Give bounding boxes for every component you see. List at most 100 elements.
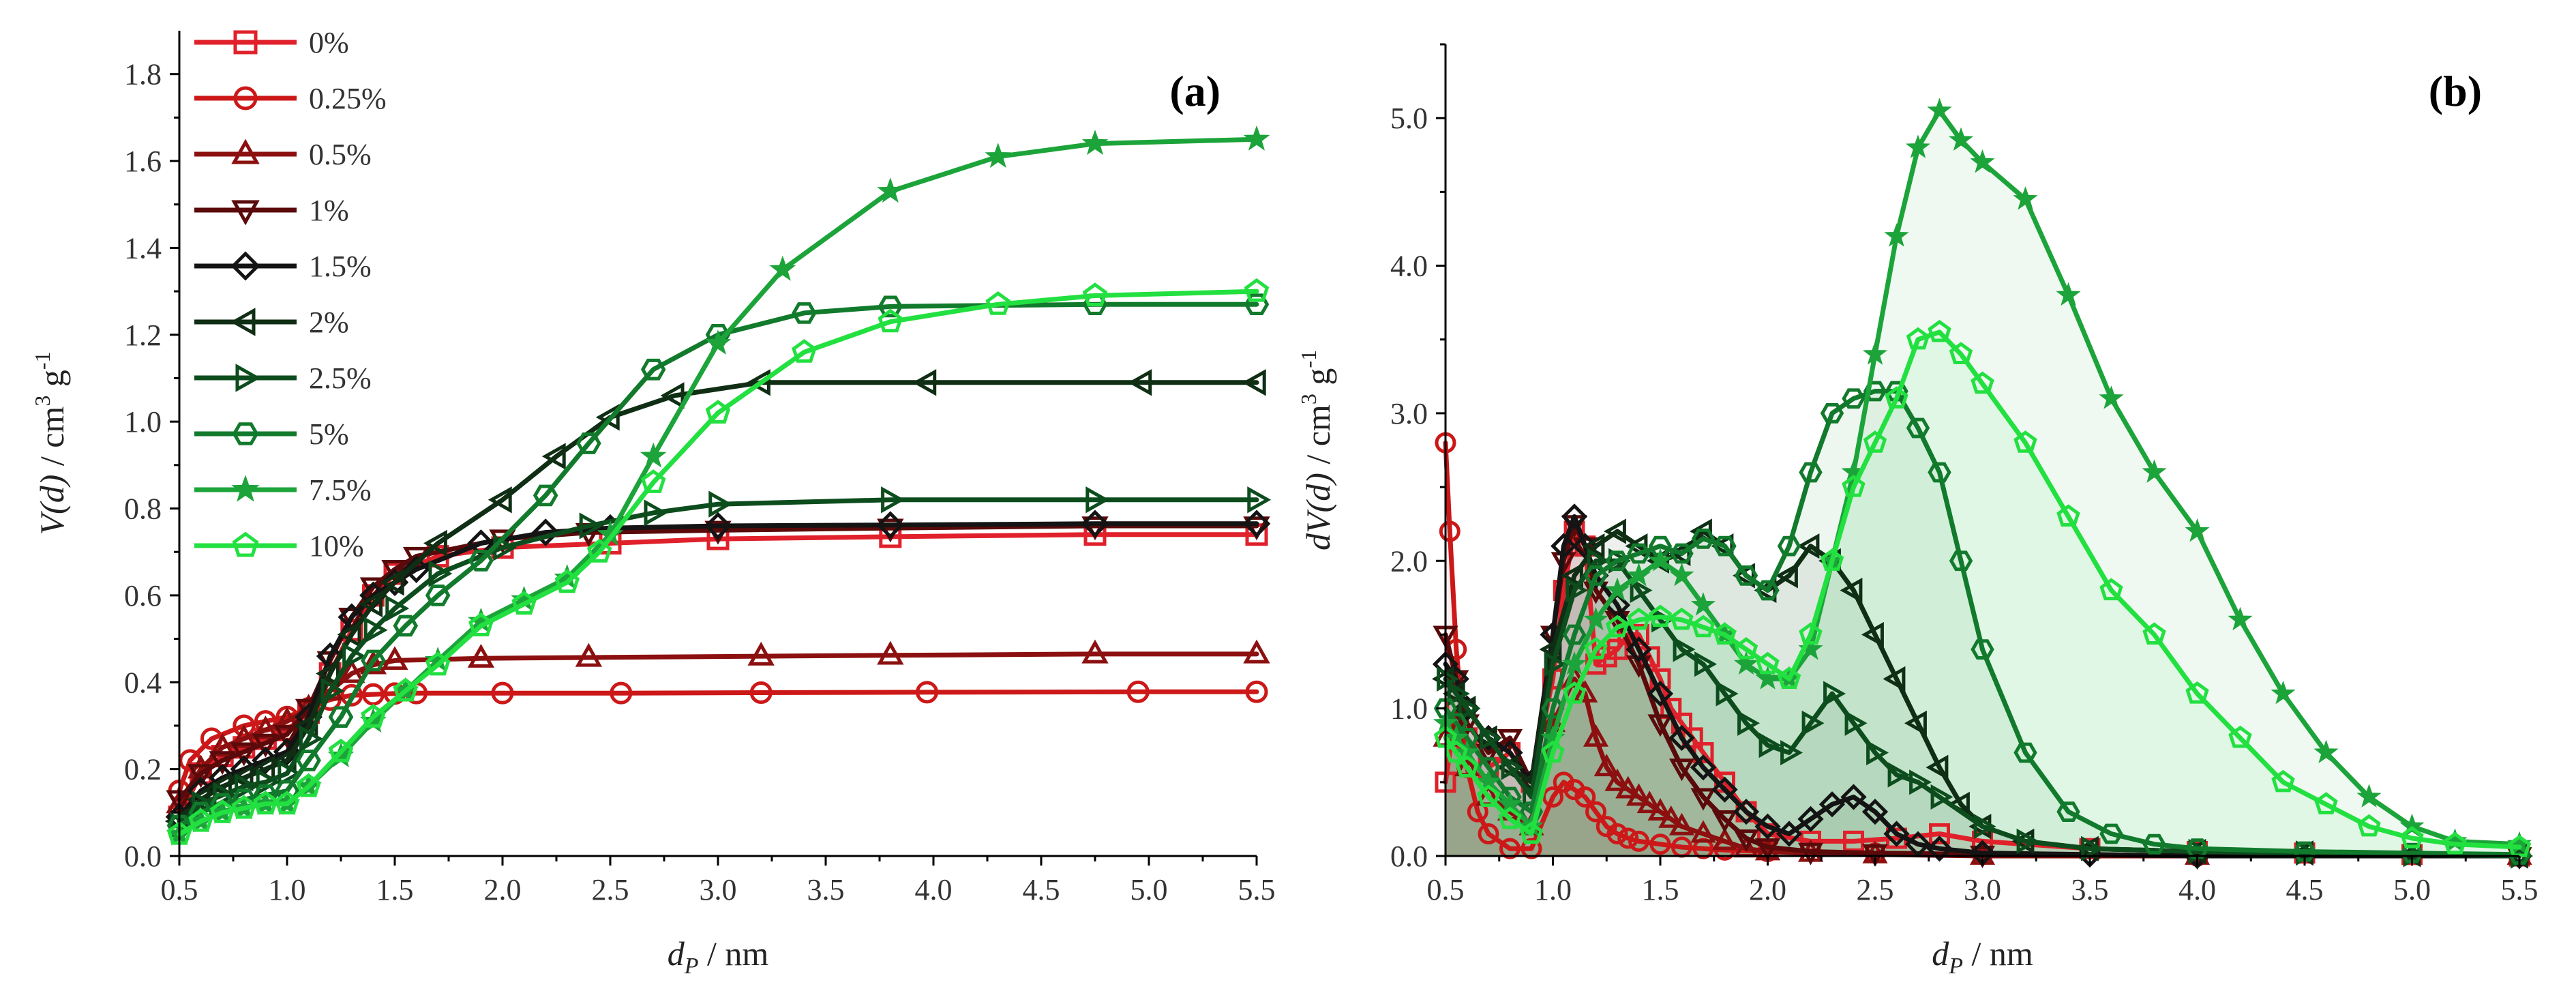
data-point [1756,651,1780,675]
data-point [1734,565,1758,586]
series-line-2pct [177,380,1259,824]
x-tick-label: 1.0 [269,873,306,906]
data-point [252,715,280,740]
data-point [209,751,236,776]
data-point [1862,844,1888,867]
data-point [1606,823,1628,845]
data-point [491,681,514,705]
x-tick-label: 4.5 [1023,873,1060,906]
data-point [1437,666,1460,692]
x-tick-label: 5.0 [1130,873,1168,906]
x-tick-label: 4.0 [2178,873,2216,906]
data-point [1544,651,1567,677]
data-point [1777,535,1801,557]
data-point [1566,577,1589,604]
data-point [402,555,430,584]
data-point [1799,462,1823,483]
data-point [1647,548,1673,572]
data-point [278,760,302,787]
data-point [359,650,387,675]
data-point [1604,577,1630,601]
data-point [1244,293,1270,316]
data-point [1801,710,1825,736]
data-point [1862,341,1888,365]
data-point [1593,754,1619,777]
legend-marker [232,422,259,445]
y-tick-label: 1.0 [1390,692,1428,726]
legend-item-10pct: 10% [194,529,364,563]
data-point [2185,681,2209,704]
data-point [644,499,668,527]
data-point [1476,784,1501,808]
data-point [1574,786,1596,808]
data-point [2142,622,2166,645]
x-tick-label: 4.5 [2286,873,2324,906]
data-point [660,382,685,409]
x-axis-title: dP / nm [1932,934,2033,979]
data-point [1085,486,1110,514]
data-point [640,358,666,381]
data-point [575,643,603,667]
data-point [2185,838,2209,859]
data-point [1243,125,1270,151]
data-point [1669,562,1694,587]
data-point [1691,528,1716,549]
data-point [1498,806,1522,829]
legend-marker [233,30,258,55]
data-point [213,782,237,809]
data-point [1776,821,1803,847]
data-point [2081,836,2104,861]
data-point [1754,813,1781,840]
data-point [1447,681,1470,707]
data-point [1444,740,1468,763]
x-tick-label: 3.5 [2071,873,2109,906]
data-point [2399,813,2425,838]
series-0_5pct [166,639,1270,814]
data-point [1711,827,1738,851]
data-point [1711,533,1734,559]
data-point [468,612,494,636]
series-0_25pct [168,680,1268,802]
data-point [747,369,770,396]
legend-marker [235,364,261,392]
data-point [1081,639,1109,664]
data-point [1245,680,1268,703]
data-point [1863,430,1887,453]
data-point [229,764,254,792]
data-point [640,442,667,468]
legend-label: 1% [309,194,349,227]
data-point [1519,821,1544,844]
data-point [1797,533,1820,559]
x-tick-label: 2.0 [484,873,522,906]
data-point [1242,510,1271,538]
data-point [361,649,386,672]
data-point [1584,637,1608,660]
data-point [320,677,345,705]
data-point [1818,791,1846,818]
data-point [1883,666,1906,692]
legend-label: 0.5% [309,138,372,171]
y-ticks: 0.0 0.2 0.4 0.6 0.8 1.0 1.2 1.4 1.6 1.8 [124,58,179,873]
data-point [1840,577,1863,604]
data-point [1649,833,1671,855]
data-point [2400,825,2424,848]
data-point [792,339,817,363]
area-fill-2_5pct [1446,561,2519,856]
legend-item-7_5pct: 7.5% [194,473,372,507]
legend-item-2pct: 2% [194,306,349,339]
legend-marker [231,475,260,502]
data-point [1690,788,1716,811]
y-tick-label: 5.0 [1390,102,1428,135]
data-point [1583,724,1609,747]
data-point [1733,651,1759,675]
data-point [1673,636,1696,662]
data-point [1497,729,1523,752]
data-point [705,400,731,424]
data-point [2271,769,2295,793]
data-point [1713,622,1737,645]
data-point [1842,475,1866,497]
y-tick-label: 0.0 [1390,840,1428,873]
data-point [1909,769,1932,795]
data-point [2056,801,2080,822]
